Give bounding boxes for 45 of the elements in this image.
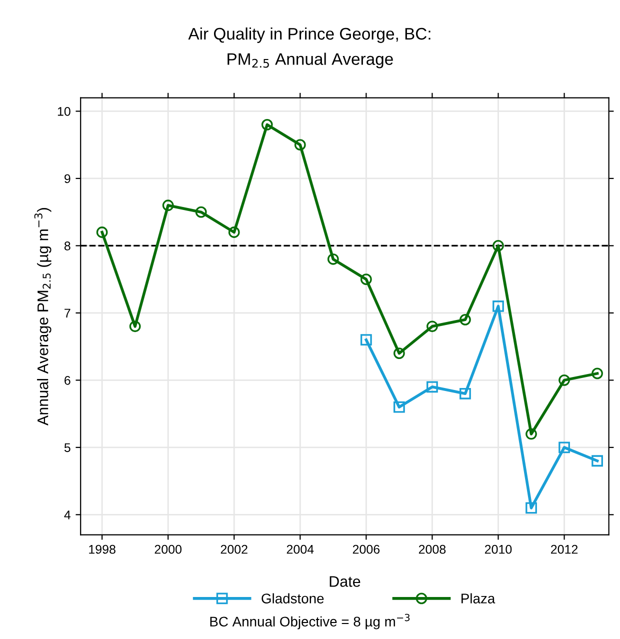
point <box>162 200 174 212</box>
point <box>492 300 504 312</box>
x-tick-label: 2010 <box>484 544 512 554</box>
point <box>394 348 405 359</box>
x-tick-label: 2004 <box>286 544 314 554</box>
point <box>195 206 207 218</box>
point <box>294 139 306 151</box>
y-axis-title: Annual Average PM$_{2.5}$ (µg m$^{−3}$) <box>34 208 52 426</box>
text: BC Annual Objective = 8 µg m$^{−3}$ <box>210 614 410 630</box>
x-tick-label: 2002 <box>220 544 248 554</box>
y-tick-label: 9 <box>64 174 70 184</box>
x-tick-label: 2008 <box>418 544 446 554</box>
x-tick-label: 2012 <box>550 544 578 554</box>
legend-label: Gladstone <box>262 593 324 604</box>
point <box>360 334 372 346</box>
y-tick-label: 7 <box>64 308 70 318</box>
x-axis-title: Date <box>330 576 360 587</box>
y-tick-label: 4 <box>64 510 71 520</box>
x-tick-label: 2000 <box>154 544 182 554</box>
point <box>426 320 438 332</box>
point <box>460 388 471 400</box>
point <box>558 374 570 386</box>
y-tick-label: 5 <box>64 443 70 452</box>
point <box>526 502 537 514</box>
point <box>592 368 603 380</box>
point <box>228 226 240 238</box>
point <box>460 314 471 326</box>
point <box>526 428 537 440</box>
point <box>129 320 141 332</box>
chart-title: Air Quality in Prince George, BC: PM$_{2.5}$ Annual Average <box>188 27 430 68</box>
legend-label: Plaza <box>462 593 496 604</box>
point <box>394 401 405 413</box>
point <box>327 253 339 265</box>
point <box>426 381 438 393</box>
point <box>360 274 372 286</box>
x-tick-label: 2006 <box>352 544 380 554</box>
y-tick-label: 8 <box>64 242 70 250</box>
y-tick-label: 10 <box>58 107 70 116</box>
point <box>592 455 603 467</box>
point <box>558 442 570 454</box>
point <box>261 118 273 130</box>
x-tick-label: 1998 <box>89 544 116 554</box>
y-tick-label: 6 <box>64 376 70 385</box>
point <box>492 240 504 252</box>
point <box>96 226 108 238</box>
